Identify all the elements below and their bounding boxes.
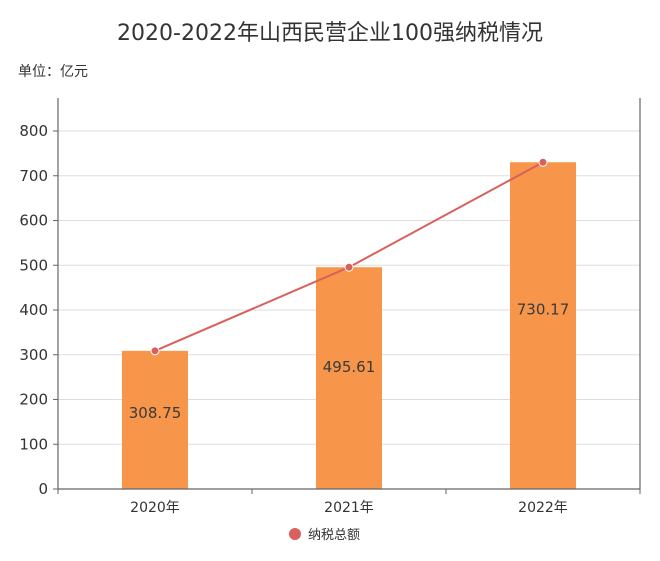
y-tick-label-8: 800 (19, 122, 48, 140)
y-tick-label-6: 600 (19, 212, 48, 230)
data-label-0: 308.75 (129, 404, 182, 422)
line-series (150, 157, 548, 356)
data-label-1: 495.61 (323, 358, 376, 376)
x-tick-label-0: 2020年 (130, 500, 180, 516)
bar-1 (316, 267, 382, 489)
x-tick-label-1: 2021年 (324, 500, 374, 516)
line-point-2 (538, 157, 548, 167)
x-tick-label-2: 2022年 (518, 500, 568, 516)
axes: 0 100 200 300 400 500 600 700 800 2020年 2021年 2022年 (19, 98, 641, 516)
y-tick-label-5: 500 (19, 256, 48, 274)
unit-label: 单位：亿元 (18, 64, 88, 80)
line-point-1 (344, 262, 354, 272)
chart-title: 2020-2022年山西民营企业100强纳税情况 (117, 21, 543, 46)
y-tick-label-7: 700 (19, 167, 48, 185)
line-point-0 (150, 346, 160, 356)
data-label-2: 730.17 (517, 300, 570, 318)
legend-marker-icon (289, 528, 301, 540)
bars (122, 162, 576, 489)
y-tick-label-3: 300 (19, 346, 48, 364)
data-labels: 308.75 495.61 730.17 (129, 300, 570, 422)
bar-0 (122, 350, 188, 489)
y-tick-label-4: 400 (19, 301, 48, 319)
legend: 纳税总额 (289, 528, 360, 543)
bar-2 (510, 162, 576, 489)
y-tick-label-1: 100 (19, 435, 48, 453)
y-tick-label-0: 0 (38, 480, 48, 498)
y-tick-label-2: 200 (19, 391, 48, 409)
legend-label: 纳税总额 (308, 528, 360, 543)
